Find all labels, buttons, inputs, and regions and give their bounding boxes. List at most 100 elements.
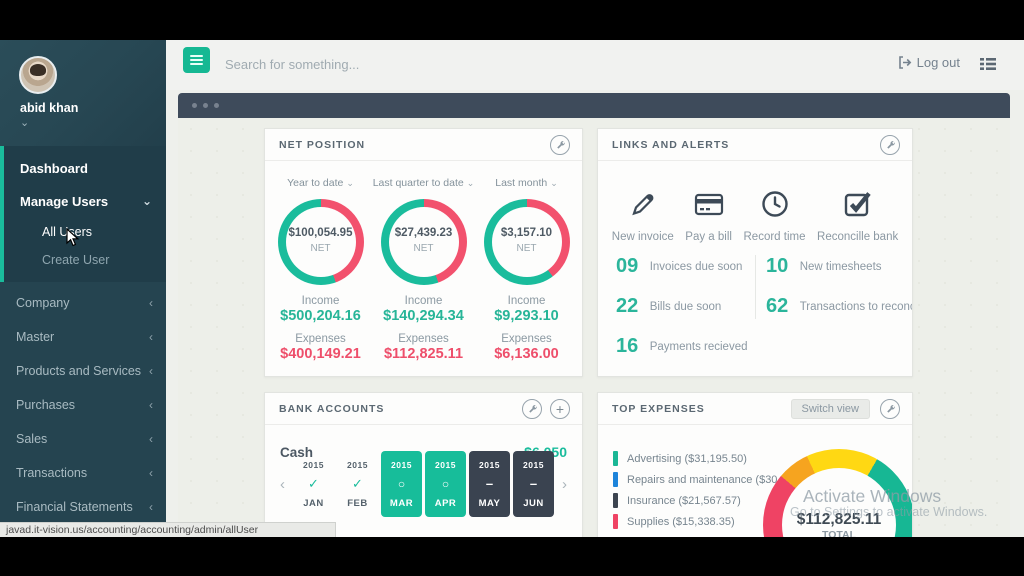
tile-year: 2015 — [347, 459, 368, 470]
settings-wrench-button[interactable] — [880, 135, 900, 155]
filter-dropdown[interactable]: Year to date ⌄ — [269, 177, 372, 189]
link-label: New invoice — [611, 231, 674, 243]
alert-count: 62 — [766, 295, 789, 317]
alert-count: 10 — [766, 255, 789, 277]
filter-dropdown[interactable]: Last quarter to date ⌄ — [372, 177, 475, 189]
expenses-value: $400,149.21 — [280, 346, 361, 362]
chevron-down-icon: ⌄ — [550, 178, 558, 188]
link-label: Pay a bill — [685, 231, 732, 243]
window-titlebar[interactable] — [178, 93, 1010, 118]
legend-swatch — [613, 451, 618, 466]
letterbox-bottom — [0, 537, 1024, 576]
tile-month: MAY — [478, 497, 501, 509]
sidebar-item-transactions[interactable]: Transactions ‹ — [0, 456, 166, 490]
filter-dropdown[interactable]: Last month ⌄ — [475, 177, 578, 189]
alert-count: 16 — [616, 335, 639, 357]
chevron-left-icon[interactable]: ‹ — [280, 475, 285, 493]
panel-title: BANK ACCOUNTS — [279, 403, 385, 415]
add-account-button[interactable]: + — [550, 399, 570, 419]
month-tile-feb[interactable]: 2015 FEB — [337, 451, 378, 517]
sidebar-item-financial-statements[interactable]: Financial Statements ‹ — [0, 490, 166, 524]
chevron-down-icon[interactable]: ⌄ — [20, 117, 30, 129]
sidebar-item-label: Products and Services — [16, 364, 142, 378]
sidebar-item-products-and-services[interactable]: Products and Services ‹ — [0, 354, 166, 388]
expenses-legend: Advertising ($31,195.50) Repairs and mai… — [613, 449, 818, 533]
divider — [755, 255, 756, 319]
pencil-icon — [612, 189, 674, 223]
net-position-panel: NET POSITION Year to date ⌄ $100,054.95 N… — [264, 128, 583, 377]
alert-transactions-reconcile[interactable]: 62 Transactions to reconcile — [766, 295, 912, 318]
legend-item-repairs: Repairs and maintenance ($30,206.03) — [613, 470, 818, 491]
net-column-quarter: Last quarter to date ⌄ $27,439.23 NET Inc… — [372, 171, 475, 362]
filter-label: Year to date — [287, 177, 344, 189]
top-search-bar: Search for something... Log out — [166, 40, 1024, 90]
hamburger-menu-button[interactable] — [183, 47, 210, 73]
reconcile-bank-link[interactable]: Reconcille bank — [817, 189, 898, 243]
expenses-value: $6,136.00 — [494, 346, 559, 362]
net-label: NET — [516, 243, 537, 254]
sidebar-item-purchases[interactable]: Purchases ‹ — [0, 388, 166, 422]
alert-label: Payments recieved — [649, 340, 748, 353]
sidebar-item-master[interactable]: Master ‹ — [0, 320, 166, 354]
sidebar-item-dashboard[interactable]: Dashboard — [4, 152, 166, 185]
month-tile-apr[interactable]: 2015 APR — [425, 451, 466, 517]
pay-a-bill-link[interactable]: Pay a bill — [685, 189, 732, 243]
alert-invoices-due[interactable]: 09 Invoices due soon — [616, 255, 742, 278]
new-invoice-link[interactable]: New invoice — [612, 189, 674, 243]
sidebar-item-label: Financial Statements — [16, 500, 133, 514]
net-value: $27,439.23 — [394, 227, 453, 239]
switch-view-button[interactable]: Switch view — [790, 399, 870, 419]
alert-new-timesheets[interactable]: 10 New timesheets — [766, 255, 882, 278]
tile-year: 2015 — [479, 459, 500, 470]
legend-item-insurance: Insurance ($21,567.57) — [613, 491, 818, 512]
list-view-icon[interactable] — [980, 57, 996, 71]
legend-item-supplies: Supplies ($15,338.35) — [613, 512, 818, 533]
expenses-label: Expenses — [295, 333, 346, 345]
net-column-ytd: Year to date ⌄ $100,054.95 NET Income $50… — [269, 171, 372, 362]
net-donut-chart: $3,157.10 NET — [483, 199, 570, 285]
search-input[interactable]: Search for something... — [225, 57, 360, 72]
sidebar-item-sales[interactable]: Sales ‹ — [0, 422, 166, 456]
wrench-icon — [886, 404, 895, 413]
chevron-right-icon[interactable]: › — [562, 475, 567, 493]
income-value: $140,294.34 — [383, 308, 464, 324]
income-label: Income — [507, 295, 546, 307]
tile-year: 2015 — [303, 459, 324, 470]
settings-wrench-button[interactable] — [880, 399, 900, 419]
tile-month: FEB — [347, 497, 368, 509]
logout-label: Log out — [916, 55, 960, 70]
month-tile-mar[interactable]: 2015 MAR — [381, 451, 422, 517]
panel-title: TOP EXPENSES — [612, 403, 705, 415]
net-label: NET — [310, 243, 331, 254]
links-alerts-panel: LINKS AND ALERTS New invoice Pay a bill — [597, 128, 913, 377]
sidebar-item-company[interactable]: Company ‹ — [0, 286, 166, 320]
tile-month: APR — [434, 497, 457, 509]
sidebar: abid khan ⌄ Dashboard Manage Users ⌄ All… — [0, 40, 166, 537]
income-label: Income — [301, 295, 340, 307]
month-tile-may[interactable]: 2015 MAY — [469, 451, 510, 517]
wrench-icon — [886, 140, 895, 149]
legend-swatch — [613, 514, 618, 529]
alert-payments-received[interactable]: 16 Payments recieved — [616, 335, 748, 358]
settings-wrench-button[interactable] — [550, 135, 570, 155]
avatar[interactable] — [19, 56, 57, 94]
net-label: NET — [413, 243, 434, 254]
month-tile-jun[interactable]: 2015 JUN — [513, 451, 554, 517]
logout-button[interactable]: Log out — [898, 55, 960, 70]
expenses-label: Expenses — [501, 333, 552, 345]
month-tile-jan[interactable]: 2015 JAN — [293, 451, 334, 517]
filter-label: Last month — [495, 177, 548, 189]
sidebar-item-manage-users[interactable]: Manage Users ⌄ — [4, 185, 166, 218]
net-donut-chart: $27,439.23 NET — [380, 199, 467, 285]
sidebar-item-all-users[interactable]: All Users — [4, 218, 166, 246]
profile-section[interactable]: abid khan ⌄ — [0, 40, 166, 146]
sidebar-item-create-user[interactable]: Create User — [4, 246, 166, 274]
mouse-cursor — [66, 228, 80, 247]
sidebar-item-label: Company — [16, 296, 70, 310]
record-time-link[interactable]: Record time — [744, 189, 806, 243]
settings-wrench-button[interactable] — [522, 399, 542, 419]
filter-label: Last quarter to date — [372, 177, 464, 189]
alert-bills-due[interactable]: 22 Bills due soon — [616, 295, 721, 318]
panel-title: LINKS AND ALERTS — [612, 139, 730, 151]
